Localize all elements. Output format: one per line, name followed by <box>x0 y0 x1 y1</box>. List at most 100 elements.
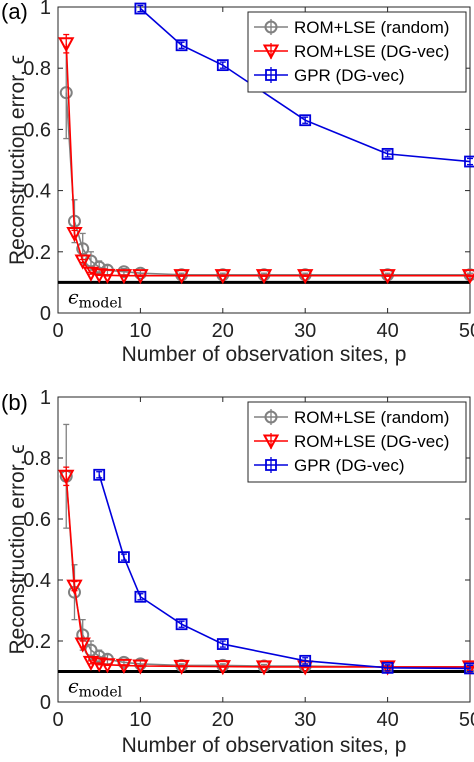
data-point-square <box>93 468 106 481</box>
data-point-triangle <box>173 269 190 285</box>
data-point-triangle <box>58 469 75 485</box>
legend-entry: ROM+LSE (random) <box>294 18 449 37</box>
y-tick-label: 0.4 <box>23 570 51 592</box>
legend-marker-triangle <box>262 434 280 450</box>
legend: ROM+LSE (random) ROM+LSE (DG-vec) GPR (DG-… <box>247 401 467 483</box>
x-tick-label: 20 <box>212 709 234 731</box>
data-point-triangle <box>255 269 273 285</box>
y-tick-label: 0.6 <box>23 509 51 531</box>
data-point-circle <box>76 242 90 256</box>
x-tick-label: 40 <box>376 320 398 342</box>
legend-marker-square <box>265 459 277 471</box>
y-tick-label: 0.8 <box>23 58 51 80</box>
y-tick-label: 0 <box>40 692 51 714</box>
legend-entry: ROM+LSE (random) <box>294 408 449 427</box>
x-tick-label: 30 <box>294 320 316 342</box>
data-point-triangle <box>74 637 91 653</box>
data-point-triangle <box>115 269 133 285</box>
axes-box <box>57 396 471 703</box>
data-point-triangle <box>74 254 91 270</box>
series-line <box>65 92 470 276</box>
x-tick-label: 20 <box>212 320 234 342</box>
y-axis-label: Reconstruction error, ϵ <box>6 55 29 265</box>
legend-entry: ROM+LSE (DG-vec) <box>294 42 449 61</box>
y-tick-label: 1 <box>40 0 51 19</box>
data-point-square <box>381 661 394 674</box>
y-tick-label: 0.4 <box>23 181 51 203</box>
data-point-square <box>134 2 147 15</box>
legend-marker-circle <box>264 20 278 34</box>
x-tick-label: 0 <box>52 320 63 342</box>
model-error-label: ϵmodel <box>68 676 123 701</box>
panel-b: 0 10 20 30 40 50 0 0.2 0.4 0.6 0.8 1 Number of obser… <box>1 387 474 757</box>
data-point-triangle <box>66 226 83 243</box>
x-tick-label: 40 <box>376 709 398 731</box>
data-point-triangle <box>461 660 474 676</box>
data-point-triangle <box>132 659 149 675</box>
series-square <box>134 2 474 168</box>
x-tick-label: 0 <box>52 709 63 731</box>
data-point-square <box>118 551 130 564</box>
x-tick-label: 10 <box>129 709 151 731</box>
legend-marker-circle <box>264 410 278 424</box>
legend-entry: GPR (DG-vec) <box>294 456 405 475</box>
data-point-square <box>216 59 229 72</box>
legend-entry: GPR (DG-vec) <box>294 66 405 85</box>
x-tick-label: 10 <box>129 320 151 342</box>
data-point-square <box>216 638 229 650</box>
data-point-triangle <box>91 268 108 284</box>
series-line <box>65 476 470 668</box>
data-point-square <box>299 114 312 127</box>
y-tick-label: 1 <box>40 387 51 409</box>
legend-marker-square <box>265 69 277 81</box>
panel-label: (a) <box>1 0 28 24</box>
series-line <box>98 474 471 670</box>
series-triangle-down <box>58 466 474 676</box>
data-point-square <box>464 155 474 168</box>
legend-box <box>247 401 467 483</box>
x-tick-label: 50 <box>459 709 474 731</box>
model-error-subscript: model <box>79 295 123 311</box>
y-axis-label: Reconstruction error, ϵ <box>6 444 29 654</box>
legend-marker-triangle <box>262 44 280 60</box>
data-point-square <box>381 147 394 160</box>
panel-a: 0 10 20 30 40 50 0 0.2 0.4 0.6 0.8 1 Number of obser… <box>1 0 474 366</box>
data-point-triangle <box>461 269 474 285</box>
series-triangle-down <box>58 33 474 285</box>
data-point-triangle <box>66 579 83 595</box>
data-point-triangle <box>214 660 231 676</box>
data-point-triangle <box>255 660 273 676</box>
data-point-triangle <box>297 269 314 285</box>
data-point-triangle <box>99 658 116 674</box>
data-point-square <box>299 654 312 667</box>
data-point-square <box>175 618 188 631</box>
x-tick-label: 30 <box>294 709 316 731</box>
data-point-triangle <box>99 268 116 284</box>
legend: ROM+LSE (random) ROM+LSE (DG-vec) GPR (DG-… <box>247 11 467 93</box>
y-tick-label: 0 <box>40 303 51 325</box>
series-square <box>93 468 474 675</box>
model-error-subscript: model <box>79 685 123 701</box>
data-point-triangle <box>173 659 190 675</box>
data-point-triangle <box>58 37 75 53</box>
y-tick-label: 0.8 <box>23 448 51 470</box>
series-line <box>139 7 471 163</box>
model-error-label: ϵmodel <box>68 286 123 311</box>
data-point-triangle <box>132 269 149 285</box>
x-tick-label: 50 <box>459 320 474 342</box>
y-tick-label: 0.2 <box>23 631 51 653</box>
data-point-triangle <box>379 269 396 285</box>
y-tick-label: 0.2 <box>23 242 51 264</box>
x-axis-label: Number of observation sites, p <box>122 734 407 757</box>
data-point-square <box>134 590 147 603</box>
y-tick-label: 0.6 <box>23 119 51 141</box>
x-axis-label: Number of observation sites, p <box>122 343 407 366</box>
data-point-circle <box>216 658 230 672</box>
data-point-square <box>464 662 474 675</box>
data-point-triangle <box>91 657 108 673</box>
legend-box <box>247 11 467 93</box>
series-line <box>65 476 470 668</box>
data-point-triangle <box>214 269 231 285</box>
data-point-square <box>175 39 188 52</box>
